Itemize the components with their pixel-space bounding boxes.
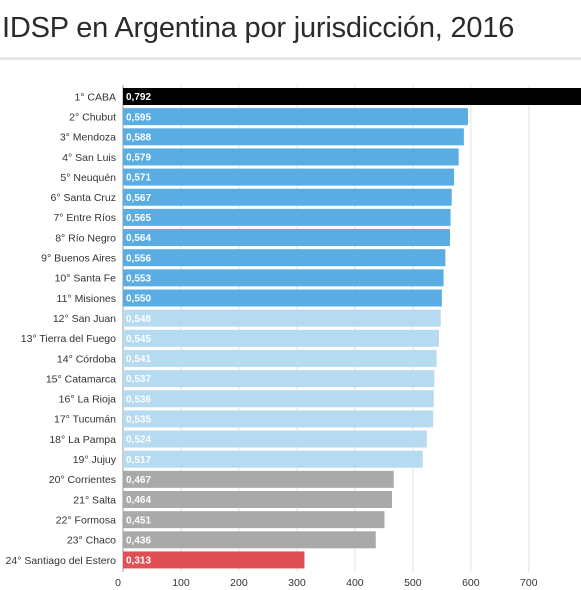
bar-7	[123, 208, 451, 226]
bar-15	[123, 370, 435, 388]
bar-24	[123, 551, 305, 569]
bar-11	[123, 289, 442, 307]
bar-22	[123, 511, 385, 529]
category-label-8: 8° Río Negro	[55, 232, 116, 244]
value-label-24: 0,313	[126, 556, 151, 567]
bars	[123, 88, 581, 569]
value-label-20: 0,467	[126, 475, 151, 486]
value-label-8: 0,564	[126, 233, 151, 244]
value-label-17: 0,535	[126, 415, 151, 426]
value-label-5: 0,571	[126, 173, 151, 184]
category-label-6: 6° Santa Cruz	[51, 192, 116, 204]
value-label-10: 0,553	[126, 273, 151, 284]
category-label-15: 15° Catamarca	[46, 373, 116, 385]
x-tick-label-100: 100	[172, 577, 190, 589]
value-label-7: 0,565	[126, 213, 151, 224]
value-label-6: 0,567	[126, 193, 151, 204]
x-tick-label-500: 500	[404, 577, 422, 589]
bar-3	[123, 128, 464, 146]
x-tick-label-300: 300	[288, 577, 306, 589]
category-label-3: 3° Mendoza	[60, 132, 116, 144]
bar-6	[123, 188, 452, 206]
category-label-11: 11° Misiones	[57, 293, 116, 305]
bar-13	[123, 329, 439, 347]
category-label-13: 13° Tierra del Fuego	[21, 333, 116, 345]
bar-16	[123, 390, 434, 408]
bar-12	[123, 309, 441, 327]
value-label-4: 0,579	[126, 153, 151, 164]
value-label-9: 0,556	[126, 253, 151, 264]
value-label-3: 0,588	[126, 132, 151, 143]
value-label-1: 0,792	[126, 92, 151, 103]
category-label-7: 7° Entre Ríos	[53, 212, 116, 224]
x-tick-label-200: 200	[230, 577, 248, 589]
x-tick-label-700: 700	[520, 577, 538, 589]
bar-10	[123, 269, 444, 287]
bar-19	[123, 450, 423, 468]
bar-5	[123, 168, 455, 186]
value-label-23: 0,436	[126, 535, 151, 546]
category-label-10: 10° Santa Fe	[55, 273, 117, 285]
value-label-18: 0,524	[126, 435, 151, 446]
category-label-22: 22° Formosa	[56, 514, 116, 526]
category-label-18: 18° La Pampa	[49, 434, 116, 446]
chart-title: IDSP en Argentina por jurisdicción, 2016	[2, 12, 515, 44]
x-tick-label-0: 0	[115, 577, 121, 589]
value-label-15: 0,537	[126, 374, 151, 385]
title-divider	[0, 57, 581, 60]
category-label-14: 14° Córdoba	[57, 353, 116, 365]
bar-17	[123, 410, 434, 428]
value-label-19: 0,517	[126, 455, 151, 466]
category-labels: 1° CABA 2° Chubut 3° Mendoza 4° San Luis 5° …	[6, 91, 117, 566]
category-label-20: 20° Corrientes	[49, 474, 116, 486]
bar-9	[123, 249, 446, 267]
category-label-16: 16° La Rioja	[59, 394, 116, 406]
category-label-4: 4° San Luis	[62, 152, 116, 164]
category-label-19: 19° Jujuy	[73, 454, 117, 466]
value-label-14: 0,541	[126, 354, 151, 365]
value-label-21: 0,464	[126, 495, 151, 506]
bar-1	[123, 88, 581, 105]
bar-18	[123, 430, 427, 448]
value-label-11: 0,550	[126, 294, 151, 305]
value-label-16: 0,536	[126, 394, 151, 405]
bar-23	[123, 531, 376, 549]
category-label-21: 21° Salta	[73, 494, 116, 506]
category-label-2: 2° Chubut	[69, 111, 116, 123]
bar-21	[123, 491, 393, 508]
x-tick-label-600: 600	[462, 577, 480, 589]
bar-8	[123, 229, 450, 247]
category-label-12: 12° San Juan	[53, 313, 116, 325]
value-label-2: 0,595	[126, 112, 151, 123]
gridlines	[122, 85, 530, 572]
value-label-13: 0,545	[126, 334, 151, 345]
value-label-22: 0,451	[126, 515, 151, 526]
value-label-12: 0,548	[126, 314, 151, 325]
category-label-9: 9° Buenos Aires	[41, 253, 116, 265]
x-tick-labels: 0 100 200 300 400 500 600 700	[115, 577, 538, 589]
bar-14	[123, 349, 437, 367]
category-label-1: 1° CABA	[74, 91, 116, 103]
category-label-23: 23° Chaco	[67, 535, 116, 547]
value-labels: 0,792 0,595 0,588 0,579 0,571 0,567 0,565 0,564…	[126, 92, 151, 566]
bar-2	[123, 108, 468, 126]
category-label-5: 5° Neuquén	[60, 172, 116, 184]
x-tick-label-400: 400	[346, 577, 364, 589]
category-label-24: 24° Santiago del Estero	[6, 555, 117, 567]
bar-4	[123, 148, 459, 166]
category-label-17: 17° Tucumán	[54, 414, 116, 426]
bar-20	[123, 470, 394, 488]
